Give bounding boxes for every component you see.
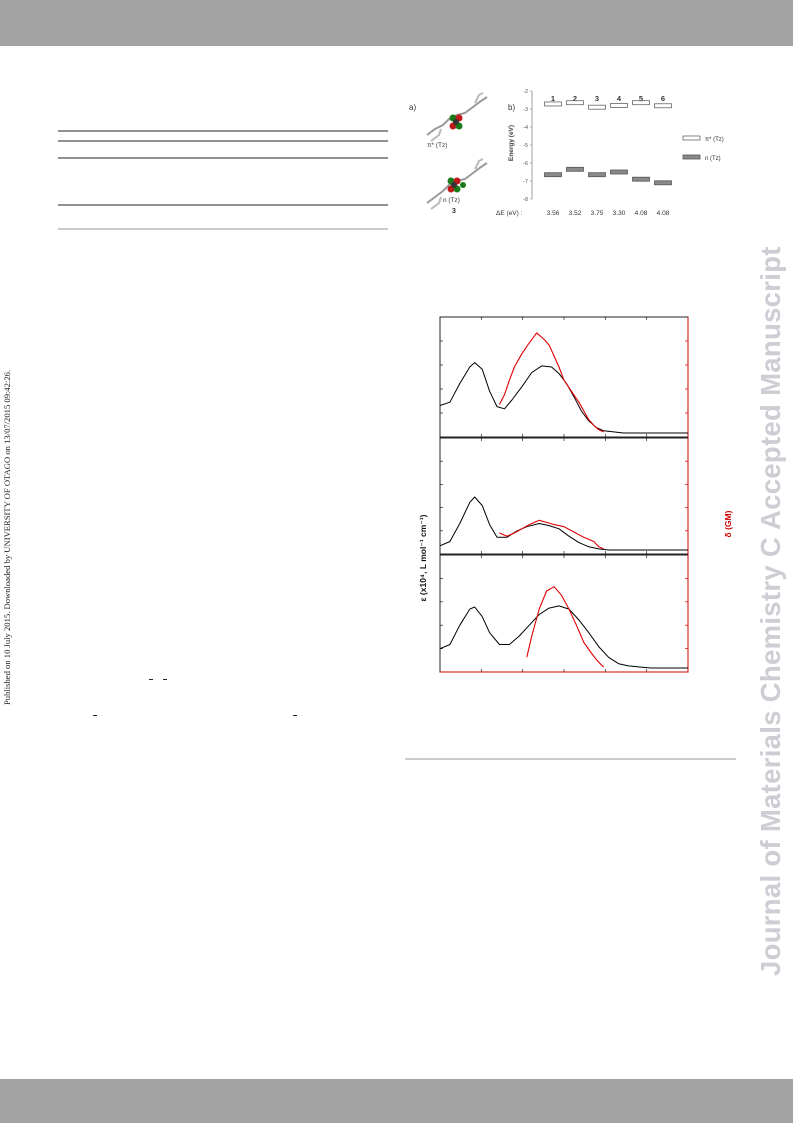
delta-energy-label: ΔE (eV) : bbox=[496, 210, 523, 217]
delta-energy-value: 3.52 bbox=[569, 210, 582, 217]
lumo-level-bar bbox=[610, 102, 628, 108]
legend-lumo-swatch bbox=[682, 135, 701, 141]
orbital-bottom-label: n (Tz) bbox=[443, 197, 460, 204]
spectrum-panel-frame bbox=[439, 437, 689, 555]
lumo-level-bar bbox=[566, 100, 584, 106]
panel-a-label: a) bbox=[409, 103, 416, 112]
bottom-grey-bar bbox=[0, 1079, 793, 1123]
compound-number-label: 6 bbox=[661, 94, 665, 103]
homo-level-bar bbox=[654, 180, 672, 186]
delta-energy-value: 4.08 bbox=[657, 210, 670, 217]
delta-energy-value: 4.08 bbox=[635, 210, 648, 217]
tpa-curve bbox=[499, 519, 604, 550]
lumo-level-bar bbox=[632, 100, 650, 106]
energy-level-chart: -2 -3 -4 -5 -6 -7 -8 Energy (eV) 1 3.56 2 3.52 3 3.75… bbox=[496, 89, 724, 217]
energy-tick-label: -5 bbox=[523, 143, 528, 149]
compound-number-label: 4 bbox=[617, 94, 622, 103]
delta-energy-value: 3.56 bbox=[547, 210, 560, 217]
homo-level-bar bbox=[566, 166, 584, 172]
homo-level-bar bbox=[588, 172, 606, 178]
absorption-spectra-figure: ε (x10⁴, L mol⁻¹ cm⁻¹) δ (GM) bbox=[418, 316, 733, 673]
compound-label: 3 bbox=[452, 208, 456, 215]
legend-homo-label: n (Tz) bbox=[705, 156, 721, 162]
legend-lumo-label: π* (Tz) bbox=[705, 137, 724, 143]
spectra-panels bbox=[439, 316, 689, 673]
compound-number-label: 5 bbox=[639, 94, 643, 103]
orbital-top-label: π* (Tz) bbox=[427, 142, 447, 149]
lumo-level-bar bbox=[544, 101, 562, 107]
legend-homo-swatch bbox=[682, 154, 701, 160]
energy-tick-label: -4 bbox=[523, 125, 528, 131]
energy-tick-label: -8 bbox=[523, 197, 528, 203]
energy-tick-label: -2 bbox=[523, 89, 528, 95]
lumo-level-bar bbox=[588, 104, 606, 110]
text-fragment bbox=[149, 679, 153, 680]
text-fragment bbox=[93, 715, 97, 716]
energy-tick-label: -3 bbox=[523, 107, 528, 113]
orbital-energy-figure: a) π* (Tz) n (Tz) 3 b) -2 -3 -4 -5 -6 -7 -8 Ene… bbox=[409, 89, 724, 217]
top-grey-bar bbox=[0, 0, 793, 46]
spectrum-panel-frame bbox=[439, 316, 689, 438]
absorption-axis-label: ε (x10⁴, L mol⁻¹ cm⁻¹) bbox=[418, 514, 428, 601]
energy-tick-label: -7 bbox=[523, 179, 528, 185]
spectrum-panel-frame bbox=[439, 554, 689, 673]
homo-level-bar bbox=[632, 176, 650, 182]
lumo-level-bar bbox=[654, 103, 672, 109]
panel-b-label: b) bbox=[508, 103, 515, 112]
homo-level-bar bbox=[610, 169, 628, 175]
tpa-curve bbox=[499, 332, 604, 433]
text-fragment bbox=[163, 679, 167, 680]
absorption-curve bbox=[439, 362, 688, 434]
homo-level-bar bbox=[544, 172, 562, 178]
tpa-curve bbox=[526, 586, 605, 668]
absorption-curve bbox=[439, 496, 688, 551]
compound-number-label: 1 bbox=[551, 94, 555, 103]
tpa-axis-label: δ (GM) bbox=[723, 510, 733, 537]
delta-energy-value: 3.75 bbox=[591, 210, 604, 217]
molecule-pi-star-image bbox=[426, 92, 488, 142]
molecule-n-image bbox=[426, 158, 488, 210]
energy-axis-label: Energy (eV) bbox=[508, 125, 515, 161]
compound-number-label: 2 bbox=[573, 94, 577, 103]
energy-tick-label: -6 bbox=[523, 161, 528, 167]
delta-energy-value: 3.30 bbox=[613, 210, 626, 217]
absorption-curve bbox=[439, 605, 688, 669]
compound-number-label: 3 bbox=[595, 94, 599, 103]
text-fragment bbox=[293, 715, 297, 716]
